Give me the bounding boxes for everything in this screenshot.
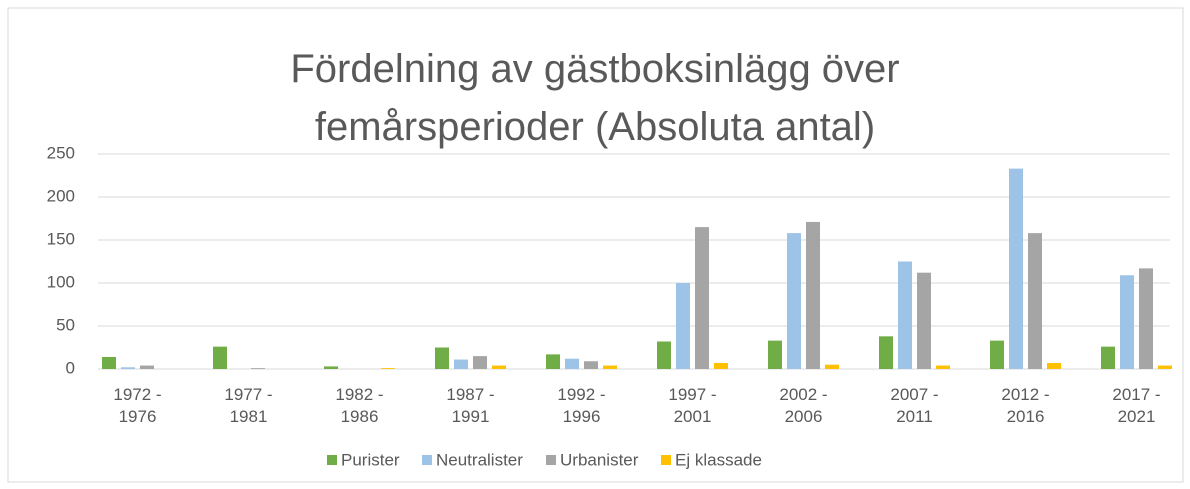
chart-border [7,7,1184,483]
legend-label: Ej klassade [675,450,762,469]
legend-swatch [422,455,432,465]
legend-label: Neutralister [436,450,523,469]
legend-swatch [327,455,337,465]
x-tick-label: 2002 - 2006 [779,385,828,426]
bar [1120,275,1134,369]
x-tick-label: 1987 - 1991 [446,385,495,426]
bar [1028,233,1042,369]
x-tick-label: 1972 - 1976 [113,385,162,426]
y-tick-label: 0 [66,358,75,377]
bar [603,365,617,369]
bar [435,347,449,369]
bar [695,227,709,369]
bar [381,368,395,369]
bar [584,361,598,369]
y-tick-label: 50 [56,315,75,334]
bar [1101,346,1115,369]
bar [676,283,690,369]
bar [898,261,912,369]
y-tick-label: 100 [47,272,75,291]
bar [806,221,820,369]
y-tick-label: 250 [47,143,75,162]
bar [990,340,1004,369]
bar [879,336,893,369]
legend-swatch [546,455,556,465]
bar [1139,268,1153,369]
bar [1047,362,1061,369]
x-tick-label: 2017 - 2021 [1112,385,1161,426]
x-tick-label: 2007 - 2011 [890,385,939,426]
bar [324,366,338,369]
y-tick-label: 200 [47,186,75,205]
bar [473,356,487,369]
bar [657,341,671,369]
bar [787,233,801,369]
bar [121,367,135,369]
legend-label: Purister [341,450,400,469]
bar [936,365,950,369]
legend-label: Urbanister [560,450,639,469]
bar [1009,168,1023,369]
bar [565,358,579,369]
x-tick-label: 2012 - 2016 [1001,385,1050,426]
x-tick-label: 1982 - 1986 [335,385,384,426]
bar [825,364,839,369]
bar [714,362,728,369]
x-tick-label: 1997 - 2001 [668,385,717,426]
bar [917,272,931,369]
legend-swatch [661,455,671,465]
bar [251,368,265,369]
bar [213,346,227,369]
bar [768,340,782,369]
y-tick-label: 150 [47,229,75,248]
bar [454,359,468,369]
x-tick-label: 1992 - 1996 [557,385,606,426]
bar [492,365,506,369]
bar [140,365,154,369]
chart-title: Fördelning av gästboksinlägg över femårs… [290,47,900,149]
bar [102,356,116,369]
bar [546,354,560,369]
x-tick-label: 1977 - 1981 [224,385,273,426]
bar [1158,365,1172,369]
